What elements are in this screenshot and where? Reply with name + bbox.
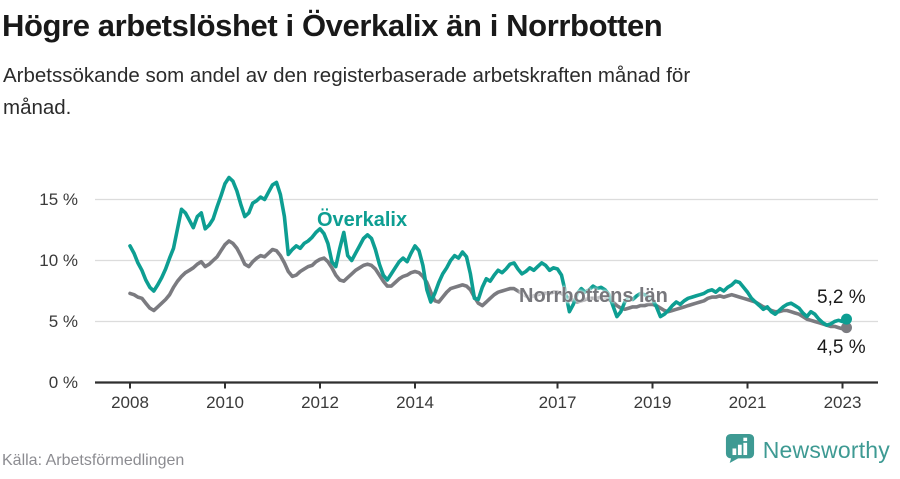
- series-end-dot-Överkalix: [841, 313, 852, 325]
- x-axis-tick-label: 2008: [111, 393, 149, 412]
- newsworthy-logo-icon: [725, 433, 755, 468]
- end-value-label-overkalix: 5,2 %: [817, 287, 866, 308]
- series-end-dot-Norrbottens län: [841, 322, 852, 334]
- newsworthy-logo[interactable]: Newsworthy: [725, 433, 890, 468]
- x-axis-tick-label: 2012: [301, 393, 339, 412]
- end-value-label-norrbotten: 4,5 %: [817, 337, 866, 358]
- y-axis-tick-label: 5 %: [48, 311, 78, 331]
- x-axis-tick-label: 2017: [538, 393, 577, 412]
- y-axis-tick-label: 10 %: [39, 250, 78, 270]
- chart-subtitle-line-1: Arbetssökande som andel av den registerb…: [3, 64, 691, 87]
- y-axis-tick-label: 15 %: [39, 189, 78, 209]
- x-axis-tick-label: 2010: [206, 393, 244, 412]
- source-attribution: Källa: Arbetsförmedlingen: [2, 452, 185, 469]
- x-axis-tick-label: 2021: [728, 393, 767, 412]
- x-axis-tick-label: 2014: [396, 393, 434, 412]
- chart-subtitle-line-2: månad.: [3, 96, 72, 119]
- x-axis-tick-label: 2019: [633, 393, 672, 412]
- series-line-Överkalix: [128, 175, 849, 328]
- series-label-overkalix: Överkalix: [317, 209, 408, 231]
- y-axis-tick-label: 0 %: [48, 372, 78, 392]
- series-line-Norrbottens län: [128, 239, 849, 331]
- newsworthy-wordmark: Newsworthy: [762, 437, 890, 463]
- series-label-norrbotten: Norrbottens län: [519, 285, 668, 307]
- x-axis-tick-label: 2023: [823, 393, 862, 412]
- page-title: Högre arbetslöshet i Överkalix än i Norr…: [2, 8, 663, 43]
